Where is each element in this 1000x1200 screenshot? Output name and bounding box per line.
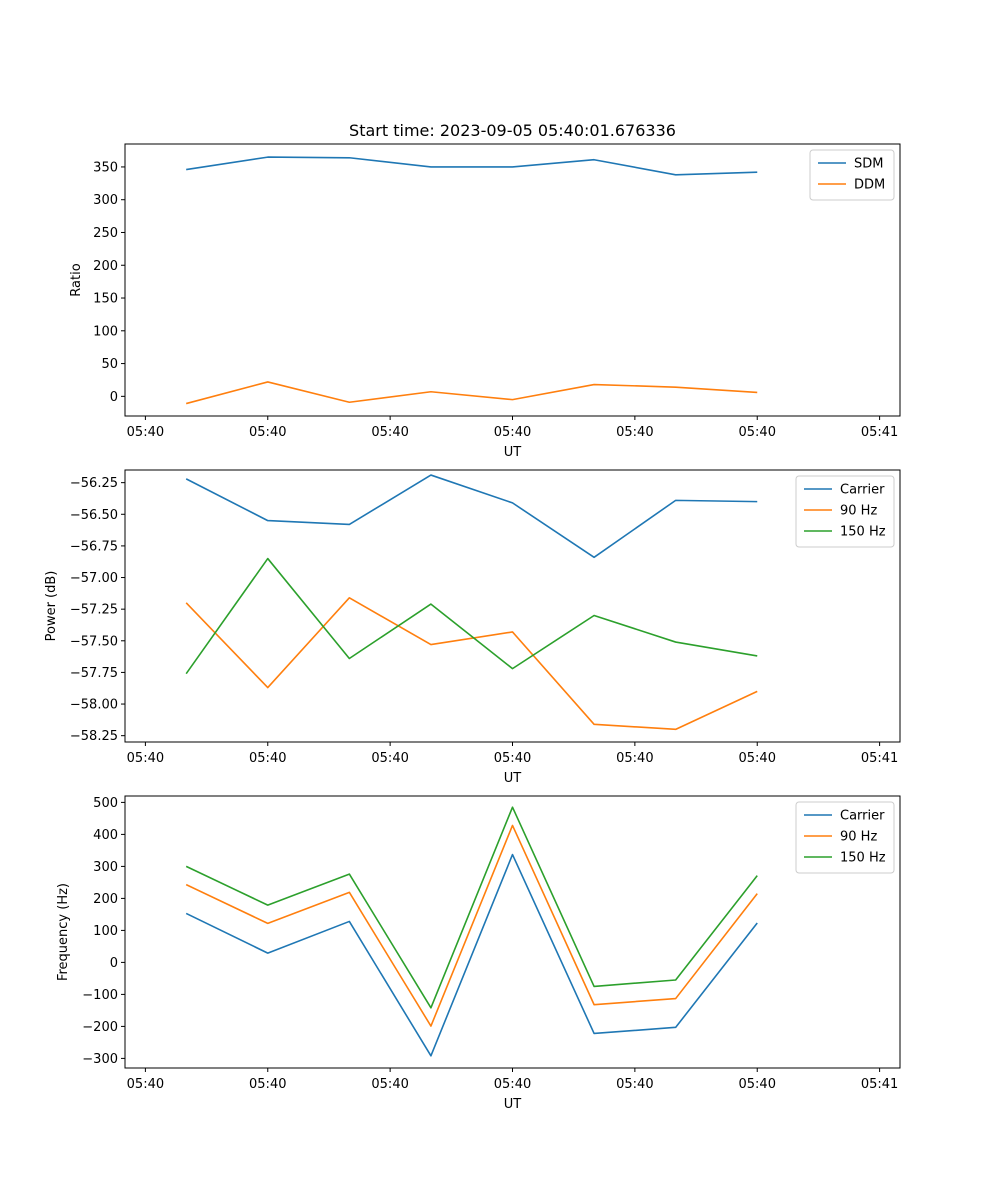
series-line-150-hz	[185, 557, 758, 675]
x-tick-label: 05:41	[861, 425, 898, 440]
x-tick-label: 05:40	[249, 425, 286, 440]
legend-label-ddm: DDM	[854, 178, 885, 193]
y-tick-label: −57.25	[70, 603, 118, 618]
y-tick-label: 300	[93, 193, 118, 208]
x-axis-label: UT	[504, 1097, 522, 1112]
y-tick-label: 100	[93, 924, 118, 939]
x-tick-label: 05:40	[739, 751, 776, 766]
y-tick-label: 300	[93, 860, 118, 875]
y-tick-label: −57.00	[70, 571, 118, 586]
x-tick-label: 05:41	[861, 1077, 898, 1092]
x-tick-label: 05:40	[249, 751, 286, 766]
x-tick-label: 05:40	[371, 425, 408, 440]
series-line-150-hz	[185, 806, 758, 1009]
legend-label-150-hz: 150 Hz	[840, 851, 886, 866]
y-tick-label: 400	[93, 828, 118, 843]
x-axis-label: UT	[504, 445, 522, 460]
legend: Carrier 90 Hz 150 Hz	[795, 801, 895, 874]
y-tick-label: 150	[93, 292, 118, 307]
chart-panel-3: 05:40 05:40 05:40 05:40 05:40 05:40 05:41 −300 −…	[56, 795, 901, 1112]
y-tick-label: −56.50	[70, 508, 118, 523]
legend-label-carrier: Carrier	[840, 809, 885, 824]
y-tick-label: −56.25	[70, 476, 118, 491]
y-tick-label: 250	[93, 226, 118, 241]
x-tick-label: 05:40	[127, 1077, 164, 1092]
y-tick-label: 200	[93, 259, 118, 274]
y-tick-label: −200	[82, 1020, 118, 1035]
series-line-carrier	[185, 853, 758, 1057]
x-tick-label: 05:40	[616, 751, 653, 766]
series-line-carrier	[185, 474, 758, 559]
series-line-90-hz	[185, 824, 758, 1027]
x-tick-label: 05:41	[861, 751, 898, 766]
y-axis-label: Ratio	[69, 263, 84, 296]
x-tick-label: 05:40	[739, 425, 776, 440]
x-tick-label: 05:40	[127, 751, 164, 766]
series-line-90-hz	[185, 596, 758, 731]
legend-label-150-hz: 150 Hz	[840, 525, 886, 540]
legend-box	[795, 801, 895, 874]
y-tick-label: 0	[110, 956, 118, 971]
y-tick-label: −57.50	[70, 634, 118, 649]
legend-label-90-hz: 90 Hz	[840, 830, 877, 845]
y-axis-label: Frequency (Hz)	[56, 883, 71, 981]
figure-title: Start time: 2023-09-05 05:40:01.676336	[349, 121, 676, 140]
series-line-ddm	[185, 381, 758, 405]
y-tick-label: 200	[93, 892, 118, 907]
legend-label-carrier: Carrier	[840, 483, 885, 498]
x-axis-label: UT	[504, 771, 522, 786]
legend: SDM DDM	[809, 149, 895, 201]
y-tick-label: −58.25	[70, 729, 118, 744]
legend: Carrier 90 Hz 150 Hz	[795, 475, 895, 548]
y-tick-label: 100	[93, 324, 118, 339]
x-tick-label: 05:40	[494, 1077, 531, 1092]
legend-label-sdm: SDM	[854, 157, 883, 172]
y-tick-label: 350	[93, 160, 118, 175]
y-tick-label: 500	[93, 796, 118, 811]
y-tick-label: −58.00	[70, 698, 118, 713]
y-tick-label: −100	[82, 988, 118, 1003]
x-tick-label: 05:40	[371, 1077, 408, 1092]
x-tick-label: 05:40	[371, 751, 408, 766]
series-line-sdm	[186, 156, 758, 176]
x-tick-label: 05:40	[249, 1077, 286, 1092]
legend-box	[795, 475, 895, 548]
x-tick-label: 05:40	[616, 1077, 653, 1092]
y-tick-label: −57.75	[70, 666, 118, 681]
x-tick-label: 05:40	[127, 425, 164, 440]
y-tick-label: 50	[101, 357, 118, 372]
x-tick-label: 05:40	[616, 425, 653, 440]
x-tick-label: 05:40	[494, 425, 531, 440]
x-tick-label: 05:40	[494, 751, 531, 766]
legend-label-90-hz: 90 Hz	[840, 504, 877, 519]
chart-panel-1: 05:40 05:40 05:40 05:40 05:40 05:40 05:41 0 50 10…	[69, 143, 901, 460]
y-axis-label: Power (dB)	[44, 571, 59, 642]
y-tick-label: −300	[82, 1052, 118, 1067]
x-tick-label: 05:40	[739, 1077, 776, 1092]
chart-panel-2: 05:40 05:40 05:40 05:40 05:40 05:40 05:41 −58.2…	[44, 469, 901, 786]
y-tick-label: 0	[110, 390, 118, 405]
y-tick-label: −56.75	[70, 539, 118, 554]
